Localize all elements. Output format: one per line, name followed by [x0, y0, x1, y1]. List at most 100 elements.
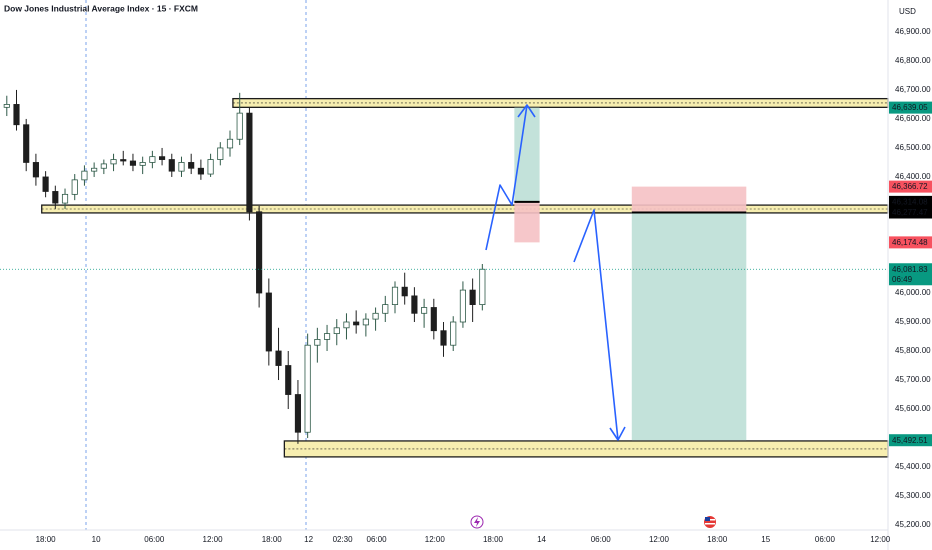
- arrow-head: [609, 426, 626, 441]
- candle-body: [265, 292, 272, 352]
- positions: [514, 107, 747, 441]
- candle-body: [178, 162, 185, 172]
- candle-body: [42, 176, 49, 192]
- candle-body: [323, 333, 331, 340]
- y-tick-label: 46,700.00: [895, 85, 931, 94]
- last-price-tag: [889, 263, 932, 286]
- event-icon: [474, 517, 480, 527]
- candle-body: [13, 104, 20, 126]
- arrow-down: [573, 209, 619, 441]
- x-tick-label: 02:30: [333, 535, 354, 544]
- price-tag: [889, 195, 932, 208]
- candle-body: [256, 211, 263, 294]
- position-target: [631, 212, 747, 441]
- price-tag-label: 46,366.72: [892, 182, 928, 191]
- y-tick-label: 45,800.00: [895, 346, 931, 355]
- candle-body: [129, 160, 137, 166]
- currency: USD: [899, 7, 916, 16]
- candle-body: [188, 162, 195, 169]
- candle-body: [411, 295, 418, 314]
- x-tick-label: 10: [92, 535, 101, 544]
- y-tick-label: 46,400.00: [895, 172, 931, 181]
- candle-body: [333, 327, 340, 335]
- candle-body: [139, 162, 146, 166]
- x-tick-label: 18:00: [483, 535, 504, 544]
- candle-body: [459, 289, 466, 323]
- candle-body: [440, 330, 447, 346]
- price-tag-label: 46,277.47: [892, 208, 928, 217]
- candle-body: [275, 350, 282, 366]
- countdown: 06:49: [892, 275, 913, 284]
- candle-body: [91, 167, 98, 172]
- y-tick-label: 46,900.00: [895, 27, 931, 36]
- candle-body: [32, 162, 39, 178]
- x-tick-label: 12:00: [870, 535, 891, 544]
- candle-body: [304, 344, 311, 433]
- chart-title: Dow Jones Industrial Average Index · 15 …: [4, 3, 198, 13]
- candle-body: [81, 170, 88, 181]
- x-tick-label: 14: [537, 535, 546, 544]
- annotation-arrows: [485, 104, 626, 441]
- candle-body: [61, 193, 69, 204]
- x-tick-label: 18:00: [36, 535, 57, 544]
- candle-body: [479, 268, 486, 305]
- x-tick-label: 06:00: [815, 535, 836, 544]
- candle-body: [343, 321, 350, 329]
- price-tag: [889, 101, 932, 114]
- x-tick-label: 15: [761, 535, 770, 544]
- last-price-label: 46,081.83: [892, 265, 928, 274]
- y-tick-label: 46,800.00: [895, 56, 931, 65]
- candle-body: [382, 304, 389, 314]
- candle-body: [469, 289, 476, 305]
- price-tag-label: 46,174.48: [892, 238, 928, 247]
- y-tick-label: 46,500.00: [895, 143, 931, 152]
- position-stop: [514, 201, 540, 243]
- event-icons: [470, 515, 716, 529]
- candle-body: [149, 156, 156, 163]
- candle-body: [100, 163, 107, 169]
- event-icon: [705, 523, 715, 525]
- x-tick-label: 12:00: [649, 535, 670, 544]
- y-tick-label: 45,900.00: [895, 317, 931, 326]
- zone: [41, 204, 889, 214]
- y-tick-label: 45,300.00: [895, 491, 931, 500]
- candle-body: [421, 307, 428, 314]
- price-tag: [889, 180, 932, 193]
- x-tick-label: 18:00: [707, 535, 728, 544]
- candle-body: [430, 307, 437, 332]
- candle-body: [401, 286, 408, 297]
- candle-body: [23, 124, 30, 163]
- x-tick-label: 12:00: [203, 535, 224, 544]
- price-tag-label: 46,314.08: [892, 197, 928, 206]
- candle-body: [120, 159, 127, 162]
- candle-body: [314, 339, 321, 346]
- candle-body: [226, 138, 234, 149]
- x-tick-label: 06:00: [367, 535, 388, 544]
- y-tick-label: 46,600.00: [895, 114, 931, 123]
- price-tag-label: 46,639.05: [892, 103, 928, 112]
- price-tag: [889, 434, 932, 447]
- candle-body: [168, 159, 175, 172]
- x-tick-label: 06:00: [144, 535, 165, 544]
- arrow-head: [517, 104, 536, 118]
- candle-body: [294, 394, 302, 433]
- candle-body: [362, 318, 369, 326]
- candle-body: [159, 156, 166, 160]
- y-tick-label: 45,200.00: [895, 520, 931, 529]
- candle-body: [207, 159, 214, 175]
- x-tick-label: 06:00: [591, 535, 612, 544]
- candle-body: [450, 321, 457, 346]
- x-tick-label: 18:00: [262, 535, 283, 544]
- axes: 46,900.00 46,800.00 46,700.00 46,600.00 46,5…: [36, 27, 932, 544]
- y-tick-label: 45,700.00: [895, 375, 931, 384]
- candle-body: [197, 167, 204, 175]
- event-icon: [705, 517, 710, 521]
- x-tick-label: 12: [304, 535, 313, 544]
- position-stop: [631, 186, 747, 213]
- x-tick-label: 12:00: [425, 535, 446, 544]
- candle-body: [391, 286, 399, 305]
- y-tick-label: 46,000.00: [895, 288, 931, 297]
- arrow-up: [485, 104, 528, 251]
